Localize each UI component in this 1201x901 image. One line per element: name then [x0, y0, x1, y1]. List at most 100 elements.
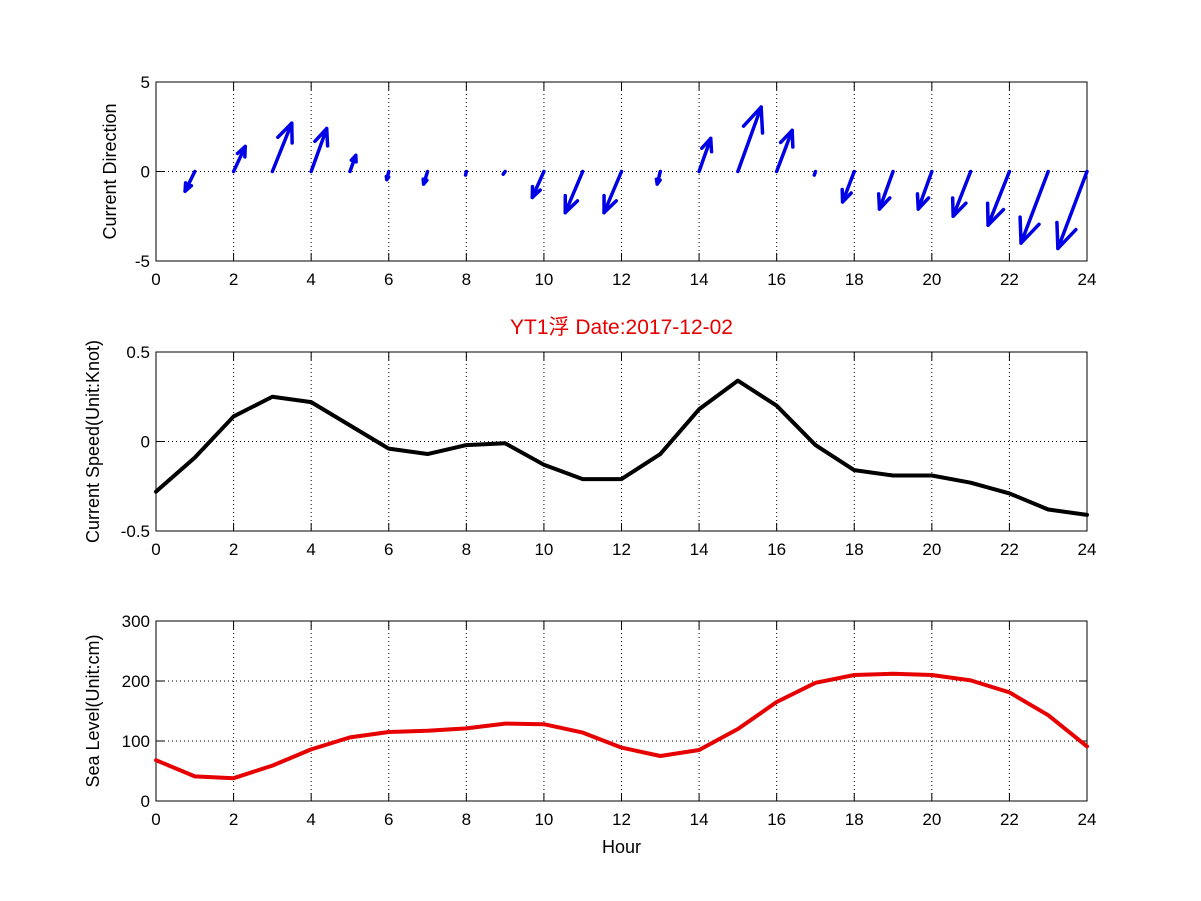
x-tick-label: 8	[462, 540, 471, 559]
vector-head	[741, 105, 765, 135]
vector-arrow	[309, 126, 330, 174]
vector-arrow	[1055, 169, 1089, 251]
x-tick-label: 0	[151, 270, 160, 289]
vector-shaft	[563, 169, 585, 215]
y-tick-label: 0	[141, 163, 150, 182]
x-tick-label: 18	[845, 810, 864, 829]
x-tick-label: 22	[1000, 540, 1019, 559]
vector-shaft	[463, 169, 469, 177]
vector-arrow	[384, 169, 391, 182]
chart-title: YT1浮 Date:2017-12-02	[510, 316, 733, 339]
series-line	[154, 378, 1089, 517]
series-line	[154, 671, 1089, 781]
x-tick-label: 24	[1078, 810, 1097, 829]
x-tick-label: 16	[767, 270, 786, 289]
y-tick-label: 0	[141, 792, 150, 811]
vector-head	[1055, 220, 1078, 251]
x-tick-label: 4	[306, 540, 315, 559]
vector-shaft	[951, 169, 973, 218]
vector-shaft	[1056, 169, 1089, 251]
x-tick-label: 8	[462, 270, 471, 289]
vector-arrow	[421, 169, 430, 186]
x-tick-label: 8	[462, 810, 471, 829]
vector-arrow	[774, 128, 795, 174]
vector-shaft	[1019, 169, 1050, 245]
vector-shaft	[602, 169, 624, 215]
x-tick-label: 16	[767, 810, 786, 829]
y-tick-label: 0.5	[126, 343, 150, 362]
x-tick-label: 6	[384, 810, 393, 829]
vector-shaft	[736, 105, 763, 174]
x-tick-label: 6	[384, 540, 393, 559]
vector-arrow	[602, 169, 624, 215]
x-tick-label: 4	[306, 810, 315, 829]
vector-head	[421, 177, 429, 186]
vector-head	[1018, 215, 1041, 245]
y-tick-label: 0	[141, 433, 150, 452]
vector-head	[313, 126, 330, 148]
y-tick-label: 300	[122, 612, 150, 631]
vector-shaft	[812, 169, 818, 177]
x-tick-label: 22	[1000, 810, 1019, 829]
vector-head	[840, 187, 853, 204]
vector-arrow	[915, 169, 934, 211]
vector-arrow	[1018, 169, 1050, 245]
vector-arrow	[463, 169, 469, 177]
x-tick-label: 14	[690, 540, 709, 559]
vector-shaft	[697, 136, 713, 174]
vector-shaft	[840, 169, 856, 204]
x-tick-label: 20	[922, 810, 941, 829]
vector-head	[778, 128, 795, 149]
x-tick-label: 10	[534, 270, 553, 289]
vector-head	[530, 184, 542, 200]
vector-shaft	[916, 169, 934, 211]
vector-arrow	[348, 153, 358, 174]
vector-head	[235, 144, 247, 159]
vector-head	[183, 181, 194, 193]
x-tick-label: 18	[845, 540, 864, 559]
plot-area	[155, 351, 1088, 532]
y-tick-label: 5	[141, 73, 150, 92]
x-tick-label: 14	[690, 810, 709, 829]
y-axis-label: Current Direction	[100, 103, 120, 239]
x-tick-label: 18	[845, 270, 864, 289]
vector-shaft	[501, 169, 507, 176]
x-tick-label: 6	[384, 270, 393, 289]
vector-arrow	[697, 136, 714, 174]
vector-arrow	[876, 169, 895, 211]
x-tick-label: 2	[229, 810, 238, 829]
vector-arrow	[270, 121, 294, 174]
vector-head	[699, 136, 714, 154]
x-tick-label: 24	[1078, 540, 1097, 559]
vector-head	[876, 192, 892, 211]
vector-arrow	[840, 169, 856, 204]
vector-head	[985, 201, 1006, 227]
x-tick-label: 24	[1078, 270, 1097, 289]
vector-head	[654, 177, 662, 186]
vector-arrow	[950, 169, 973, 218]
vector-head	[349, 153, 358, 164]
y-tick-label: 100	[122, 732, 150, 751]
vector-shaft	[877, 169, 895, 211]
x-tick-label: 10	[534, 540, 553, 559]
y-axis-label: Sea Level(Unit:cm)	[83, 634, 103, 787]
x-tick-label: 2	[229, 270, 238, 289]
x-axis-label: Hour	[602, 837, 641, 857]
vector-shaft	[530, 169, 546, 200]
vector-head	[915, 192, 931, 211]
vector-shaft	[270, 121, 294, 174]
x-tick-label: 2	[229, 540, 238, 559]
y-tick-label: -5	[135, 252, 150, 271]
vector-arrow	[985, 169, 1012, 227]
x-tick-label: 10	[534, 810, 553, 829]
vector-head	[276, 121, 294, 145]
y-tick-label: -0.5	[121, 522, 150, 541]
vector-head	[384, 174, 391, 182]
x-tick-label: 20	[922, 540, 941, 559]
y-tick-label: 200	[122, 672, 150, 691]
vector-arrow	[812, 169, 818, 177]
vector-head	[563, 193, 580, 215]
